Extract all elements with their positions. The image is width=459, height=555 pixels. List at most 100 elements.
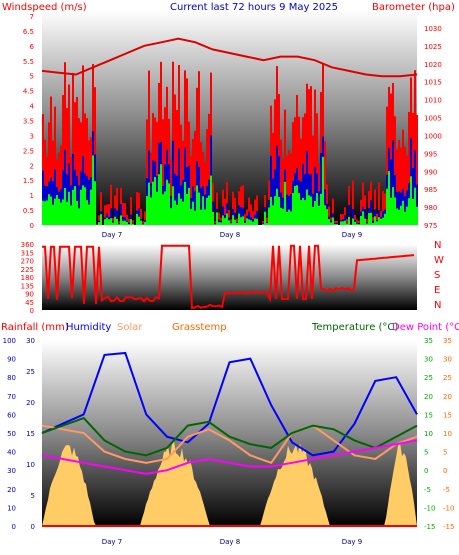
wind-low-bar bbox=[74, 186, 76, 225]
wind-low-bar bbox=[176, 204, 178, 225]
wind-avg-bar bbox=[412, 168, 414, 225]
wind-gust-bar bbox=[162, 119, 164, 225]
wind-gust-bar bbox=[170, 159, 172, 225]
wind-tick-label: 0 bbox=[30, 222, 34, 230]
barometer-tick-label: 1030 bbox=[424, 25, 442, 33]
wind-avg-bar bbox=[128, 222, 130, 225]
wind-low-bar bbox=[302, 197, 304, 225]
wind-low-bar bbox=[318, 205, 320, 225]
wind-low-bar bbox=[82, 185, 84, 225]
temp-tick-label: 0 bbox=[424, 467, 428, 475]
wind-gust-bar bbox=[118, 221, 120, 225]
wind-gust-bar bbox=[178, 64, 180, 226]
wind-low-bar bbox=[56, 195, 58, 225]
barometer-tick-label: 995 bbox=[424, 150, 437, 158]
wind-low-bar bbox=[114, 216, 116, 225]
wind-low-bar bbox=[294, 185, 296, 225]
wind-gust-bar bbox=[366, 219, 368, 225]
wind-gust-bar bbox=[256, 195, 258, 225]
wind-tick-label: 6.5 bbox=[23, 28, 34, 36]
wind-low-bar bbox=[312, 206, 314, 225]
wind-tick-label: 2 bbox=[30, 162, 34, 170]
wind-gust-bar bbox=[368, 191, 370, 225]
temp-tick-label: -15 bbox=[424, 523, 435, 531]
wind-gust-bar bbox=[146, 119, 148, 225]
rain-tick-label: 15 bbox=[26, 430, 35, 438]
wind-gust-bar bbox=[362, 182, 364, 225]
wind-low-bar bbox=[200, 209, 202, 225]
temp-tick-label: 30 bbox=[424, 356, 433, 364]
day-label: Day 7 bbox=[102, 538, 123, 546]
compass-letter: N bbox=[434, 300, 441, 311]
wind-gust-bar bbox=[328, 206, 330, 225]
wind-avg-bar bbox=[174, 173, 176, 225]
wind-gust-bar bbox=[48, 122, 50, 225]
wind-low-bar bbox=[42, 200, 44, 225]
wind-gust-bar bbox=[234, 197, 236, 225]
barometer-tick-label: 980 bbox=[424, 204, 437, 212]
wind-gust-bar bbox=[400, 147, 402, 225]
wind-gust-bar bbox=[96, 223, 98, 225]
temp-tick-label: -10 bbox=[424, 504, 435, 512]
wind-low-bar bbox=[170, 208, 172, 225]
wind-low-bar bbox=[128, 224, 130, 225]
wind-low-bar bbox=[54, 198, 56, 225]
wind-avg-bar bbox=[336, 223, 338, 225]
windspeed-label: Windspeed (m/s) bbox=[2, 2, 87, 13]
wind-gust-bar bbox=[200, 141, 202, 225]
humidity-tick-label: 30 bbox=[7, 467, 16, 475]
wind-low-bar bbox=[292, 193, 294, 225]
wind-avg-bar bbox=[276, 145, 278, 225]
wind-gust-bar bbox=[194, 130, 196, 225]
wind-gust-bar bbox=[414, 70, 416, 225]
wind-low-bar bbox=[346, 223, 348, 225]
humidity-tick-label: 10 bbox=[7, 504, 16, 512]
humidity-label: Humidity bbox=[66, 322, 111, 333]
wind-low-bar bbox=[214, 224, 216, 225]
wind-avg-bar bbox=[364, 209, 366, 225]
wind-avg-bar bbox=[78, 185, 80, 225]
wind-avg-bar bbox=[256, 211, 258, 225]
wind-low-bar bbox=[76, 200, 78, 225]
wind-gust-bar bbox=[262, 221, 264, 225]
wind-avg-bar bbox=[214, 223, 216, 225]
direction-tick-label: 0 bbox=[30, 307, 34, 315]
wind-avg-bar bbox=[176, 175, 178, 225]
wind-gust-bar bbox=[144, 211, 146, 225]
wind-gust-bar bbox=[240, 186, 242, 225]
wind-low-bar bbox=[152, 181, 154, 225]
wind-low-bar bbox=[374, 216, 376, 225]
wind-low-bar bbox=[136, 213, 138, 225]
day-label: Day 8 bbox=[220, 538, 241, 546]
wind-low-bar bbox=[414, 187, 416, 225]
wind-gust-bar bbox=[242, 185, 244, 225]
wind-low-bar bbox=[356, 223, 358, 225]
wind-gust-bar bbox=[60, 145, 62, 225]
wind-low-bar bbox=[330, 222, 332, 225]
wind-low-bar bbox=[376, 221, 378, 225]
rain-tick-label: 5 bbox=[31, 492, 35, 500]
wind-avg-bar bbox=[70, 185, 72, 225]
wind-low-bar bbox=[372, 222, 374, 225]
wind-avg-bar bbox=[200, 187, 202, 225]
chart-title: Current last 72 hours 9 May 2025 bbox=[170, 2, 338, 13]
wind-low-bar bbox=[362, 211, 364, 225]
dewpoint-tick-label: -15 bbox=[443, 523, 454, 531]
wind-low-bar bbox=[154, 176, 156, 225]
wind-low-bar bbox=[310, 196, 312, 225]
humidity-tick-label: 60 bbox=[7, 411, 16, 419]
dewpoint-tick-label: 10 bbox=[443, 430, 452, 438]
barometer-tick-label: 990 bbox=[424, 168, 437, 176]
wind-low-bar bbox=[242, 216, 244, 225]
wind-low-bar bbox=[204, 209, 206, 225]
wind-low-bar bbox=[212, 211, 214, 225]
wind-low-bar bbox=[248, 219, 250, 225]
wind-low-bar bbox=[280, 207, 282, 225]
wind-low-bar bbox=[216, 212, 218, 225]
wind-low-bar bbox=[278, 197, 280, 225]
wind-low-bar bbox=[226, 213, 228, 225]
wind-gust-bar bbox=[224, 198, 226, 225]
wind-low-bar bbox=[342, 221, 344, 225]
wind-low-bar bbox=[58, 198, 60, 225]
